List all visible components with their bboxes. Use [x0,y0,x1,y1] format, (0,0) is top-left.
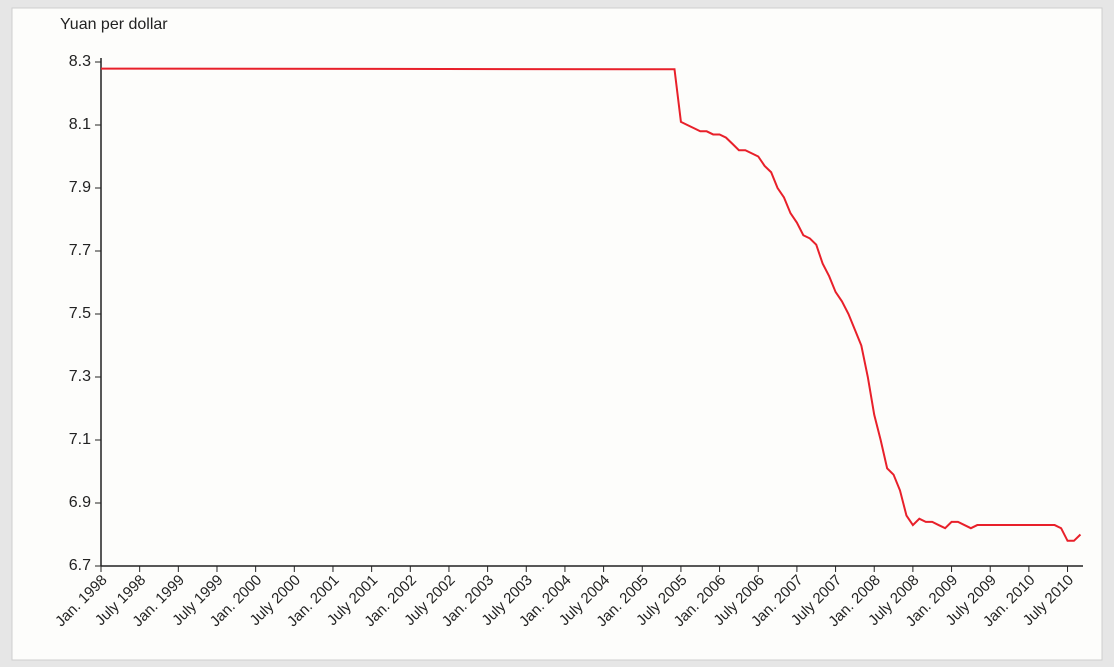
axis-title: Yuan per dollar [60,16,168,33]
y-tick-label: 8.3 [69,53,91,70]
y-tick-label: 7.1 [69,431,91,448]
panel [11,7,1103,661]
y-tick-label: 7.7 [69,242,91,259]
y-tick-label: 6.9 [69,494,91,511]
y-tick-label: 8.1 [69,116,91,133]
y-tick-label: 7.9 [69,179,91,196]
y-tick-label: 7.5 [69,305,91,322]
line [100,67,1082,542]
y-tick-label: 6.7 [69,557,91,574]
y-tick-label: 7.3 [69,368,91,385]
